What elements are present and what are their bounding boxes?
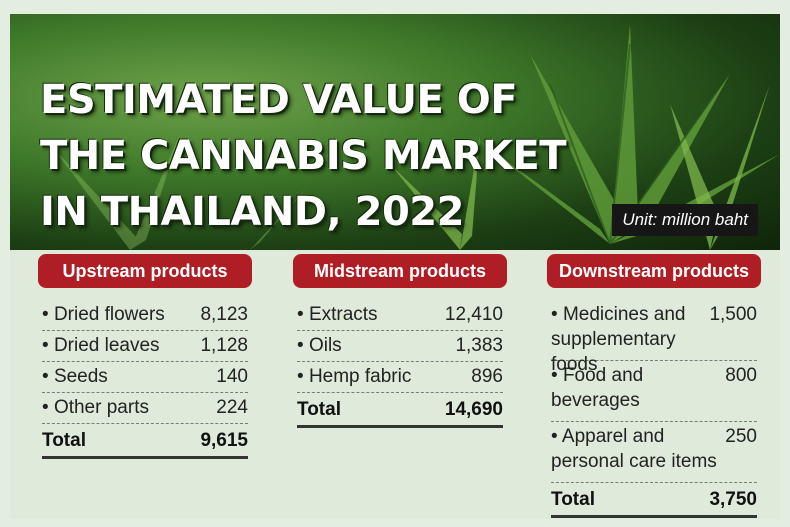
row-value: 250 — [725, 426, 757, 447]
table-row: Apparel and personal care items 250 — [551, 422, 757, 483]
table-row: Hemp fabric 896 — [297, 362, 503, 393]
title-line: IN THAILAND, 2022 — [40, 189, 464, 235]
total-label: Total — [551, 489, 595, 510]
row-value: 896 — [471, 366, 503, 387]
total-value: 14,690 — [444, 399, 503, 420]
table-row: Seeds 140 — [42, 362, 248, 393]
table-row: Extracts 12,410 — [297, 300, 503, 331]
row-value: 12,410 — [444, 304, 503, 325]
row-value: 800 — [725, 365, 757, 386]
title-line: THE CANNABIS MARKET — [40, 133, 567, 179]
table-row: Food and beverages 800 — [551, 361, 757, 422]
midstream-header: Midstream products — [293, 254, 507, 288]
total-value: 9,615 — [200, 430, 248, 451]
row-value: 8,123 — [200, 304, 248, 325]
row-value: 1,383 — [455, 335, 503, 356]
row-label: Other parts — [42, 393, 149, 423]
midstream-column: Midstream products Extracts 12,410 Oils … — [293, 254, 507, 428]
infographic: ESTIMATED VALUE OF THE CANNABIS MARKET I… — [10, 14, 780, 519]
upstream-column: Upstream products Dried flowers 8,123 Dr… — [38, 254, 252, 459]
cannabis-leaf-banner: ESTIMATED VALUE OF THE CANNABIS MARKET I… — [10, 14, 780, 250]
total-row: Total 3,750 — [551, 483, 757, 518]
table-row: Dried flowers 8,123 — [42, 300, 248, 331]
row-label: Seeds — [42, 362, 108, 392]
title-line: ESTIMATED VALUE OF — [40, 77, 518, 123]
table-row: Other parts 224 — [42, 393, 248, 424]
downstream-header: Downstream products — [547, 254, 761, 288]
row-label: Dried leaves — [42, 331, 160, 361]
total-row: Total 9,615 — [42, 424, 248, 459]
table-row: Dried leaves 1,128 — [42, 331, 248, 362]
table-row: Oils 1,383 — [297, 331, 503, 362]
total-label: Total — [42, 430, 86, 451]
page-title: ESTIMATED VALUE OF THE CANNABIS MARKET I… — [40, 72, 567, 240]
row-value: 224 — [216, 397, 248, 418]
total-row: Total 14,690 — [297, 393, 503, 428]
row-value: 140 — [216, 366, 248, 387]
row-label: Hemp fabric — [297, 362, 411, 392]
row-label: Apparel and personal care items — [551, 424, 725, 474]
row-label: Food and beverages — [551, 363, 725, 413]
unit-label: Unit: million baht — [612, 204, 758, 236]
upstream-header: Upstream products — [38, 254, 252, 288]
downstream-column: Downstream products Medicines and supple… — [547, 254, 761, 518]
row-value: 1,500 — [709, 304, 757, 325]
table-row: Medicines and supplementary foods 1,500 — [551, 300, 757, 375]
row-label: Oils — [297, 331, 342, 361]
row-label: Extracts — [297, 300, 378, 330]
total-label: Total — [297, 399, 341, 420]
total-value: 3,750 — [709, 489, 757, 510]
cannabis-leaves-illustration — [50, 24, 780, 250]
row-label: Dried flowers — [42, 300, 165, 330]
row-value: 1,128 — [200, 335, 248, 356]
